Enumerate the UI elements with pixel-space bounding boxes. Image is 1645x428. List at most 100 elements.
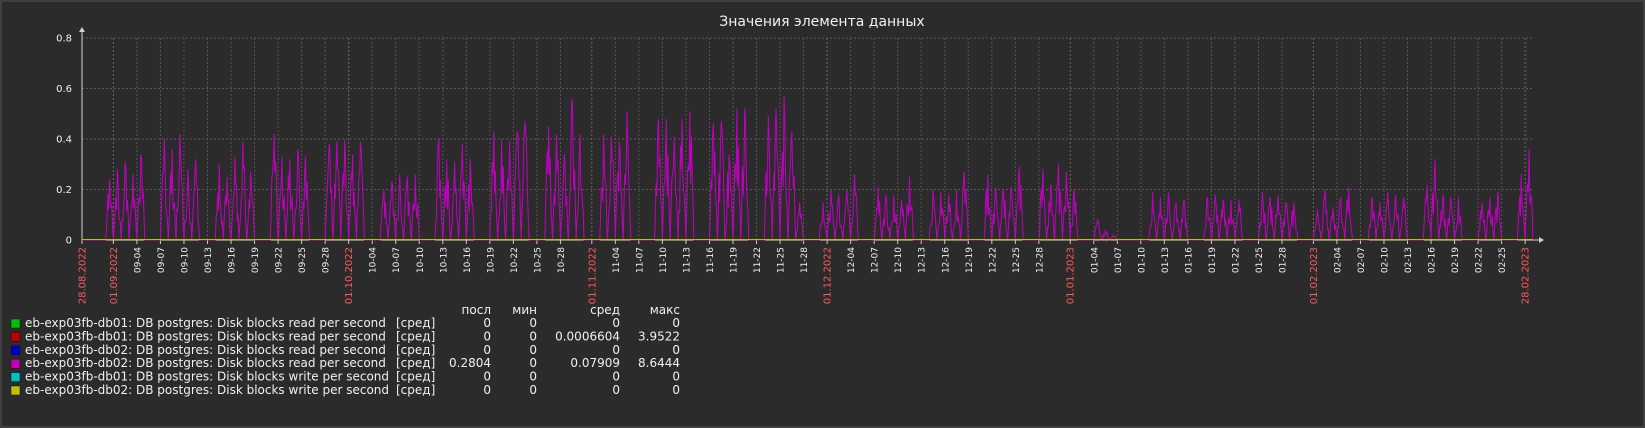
- x-tick-label: 10-13: [439, 247, 449, 273]
- legend-header: мин: [512, 303, 537, 317]
- legend-series-name: eb-exp03fb-db02: DB postgres: Disk block…: [25, 383, 389, 397]
- x-tick-label: 02-22: [1475, 247, 1485, 273]
- x-tick-label: 11-13: [682, 247, 692, 273]
- y-tick-label: 0.2: [56, 185, 72, 196]
- legend-header: посл: [462, 303, 491, 317]
- x-tick-label: 11-07: [635, 247, 645, 273]
- x-tick-label: 01-19: [1208, 247, 1218, 273]
- legend-series-name: eb-exp03fb-db01: DB postgres: Disk block…: [25, 370, 389, 384]
- x-tick-label: 02-13: [1404, 247, 1414, 273]
- x-tick-label: 02-19: [1451, 247, 1461, 273]
- x-tick-label: 10-28: [557, 247, 567, 273]
- x-tick-label: 11-22: [753, 247, 763, 273]
- legend-avg-value: 0.07909: [570, 356, 620, 370]
- legend-header: макс: [650, 303, 680, 317]
- x-tick-label: 01-28: [1279, 247, 1289, 273]
- legend-max-value: 3.9522: [638, 329, 680, 343]
- x-tick-label: 10-07: [392, 247, 402, 273]
- legend-min-value: 0: [529, 343, 537, 357]
- x-tick-label: 11-10: [659, 247, 669, 273]
- x-tick-label: 12-28: [1035, 247, 1045, 273]
- legend-last-value: 0.2804: [449, 356, 491, 370]
- x-tick-label: 01-10: [1137, 247, 1147, 273]
- x-tick-label: 12-25: [1012, 247, 1022, 273]
- x-tick-label: 02-04: [1333, 247, 1343, 273]
- x-tick-label: 01.02.2023: [1309, 247, 1320, 304]
- legend-min-value: 0: [529, 316, 537, 330]
- x-tick-label: 12-16: [941, 247, 951, 273]
- legend-series-name: eb-exp03fb-db02: DB postgres: Disk block…: [25, 356, 386, 370]
- legend-last-value: 0: [483, 370, 491, 384]
- x-axis-arrow: [1539, 237, 1544, 243]
- x-tick-label: 11-16: [706, 247, 716, 273]
- x-tick-label: 01.10.2022: [344, 247, 355, 304]
- legend-function: [сред]: [396, 329, 435, 343]
- y-tick-label: 0.8: [56, 34, 72, 45]
- x-tick-label: 11-19: [729, 247, 739, 273]
- grid: [81, 37, 1533, 240]
- x-tick-label: 12-22: [988, 247, 998, 273]
- x-tick-label: 01.11.2022: [587, 247, 598, 304]
- x-tick-label: 09-10: [180, 247, 190, 273]
- x-tick-label: 12-04: [847, 247, 857, 273]
- legend-series-name: eb-exp03fb-db02: DB postgres: Disk block…: [25, 343, 386, 357]
- x-tick-label: 01-13: [1161, 247, 1171, 273]
- x-tick-label: 11-25: [777, 247, 787, 273]
- x-tick-label: 09-07: [157, 247, 167, 273]
- x-tick-label: 09-28: [322, 247, 332, 273]
- x-tick-label: 09-04: [133, 247, 143, 273]
- legend-function: [сред]: [396, 316, 435, 330]
- x-tick-label: 01.12.2022: [823, 247, 834, 304]
- legend-swatch: [10, 385, 21, 396]
- y-tick-label: 0.4: [56, 135, 72, 146]
- y-tick-label: 0.6: [56, 84, 72, 95]
- x-tick-label: 28.08.2022: [78, 247, 89, 304]
- legend-function: [сред]: [396, 370, 435, 384]
- x-tick-label: 09-13: [204, 247, 214, 273]
- legend-avg-value: 0: [612, 316, 620, 330]
- x-tick-label: 09-25: [298, 247, 308, 273]
- x-tick-label: 10-10: [416, 247, 426, 273]
- y-tick-label: 0: [66, 236, 72, 247]
- x-tick-label: 01-22: [1231, 247, 1241, 273]
- x-tick-label: 11-28: [800, 247, 810, 273]
- x-tick-label: 10-19: [486, 247, 496, 273]
- legend-function: [сред]: [396, 383, 435, 397]
- series-line-4: [82, 96, 1534, 242]
- x-tick-label: 02-16: [1428, 247, 1438, 273]
- y-axis-arrow: [79, 27, 85, 32]
- legend-min-value: 0: [529, 370, 537, 384]
- legend-max-value: 0: [672, 343, 680, 357]
- legend-avg-value: 0: [612, 343, 620, 357]
- x-tick-label: 01.09.2022: [109, 247, 120, 304]
- legend-swatch: [10, 318, 21, 329]
- legend-last-value: 0: [483, 329, 491, 343]
- legend: посл мин сред макс eb-exp03fb-db01: DB postg…: [10, 303, 680, 397]
- legend-series-name: eb-exp03fb-db01: DB postgres: Disk block…: [25, 329, 386, 343]
- x-tick-label: 02-25: [1498, 247, 1508, 273]
- legend-swatch: [10, 345, 21, 356]
- legend-function: [сред]: [396, 343, 435, 357]
- x-tick-label: 11-04: [612, 247, 622, 273]
- legend-header: сред: [590, 303, 620, 317]
- x-tick-label: 01-04: [1090, 247, 1100, 273]
- x-tick-label: 02-10: [1380, 247, 1390, 273]
- x-tick-label: 12-13: [918, 247, 928, 273]
- legend-max-value: 8.6444: [638, 356, 680, 370]
- x-tick-label: 12-10: [894, 247, 904, 273]
- legend-swatch: [10, 332, 21, 342]
- legend-swatch: [10, 358, 21, 369]
- x-tick-label: 10-25: [533, 247, 543, 273]
- x-tick-label: 10-04: [369, 247, 379, 273]
- legend-series-name: eb-exp03fb-db01: DB postgres: Disk block…: [25, 316, 386, 330]
- legend-avg-value: 0: [612, 370, 620, 384]
- x-tick-label: 09-19: [251, 247, 261, 273]
- legend-max-value: 0: [672, 316, 680, 330]
- x-tick-label: 10-16: [463, 247, 473, 273]
- legend-swatch: [10, 372, 21, 382]
- legend-function: [сред]: [396, 356, 435, 370]
- x-tick-label: 09-16: [228, 247, 238, 273]
